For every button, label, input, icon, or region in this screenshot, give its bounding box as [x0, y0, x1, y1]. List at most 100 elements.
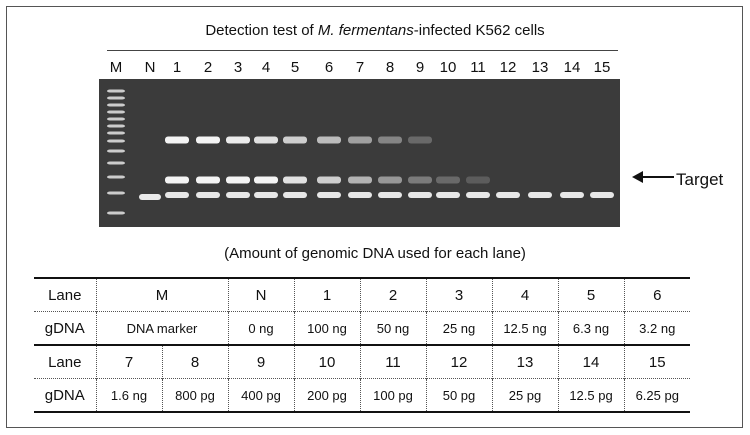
target-band: [317, 176, 341, 184]
lane-number-cell: 1: [293, 278, 360, 312]
lane-number-cell: 3: [425, 278, 492, 312]
lane-label: 6: [324, 59, 334, 76]
marker-band: [107, 175, 125, 179]
lane-number-cell: 15: [623, 345, 690, 379]
table-row: gDNA 1.6 ng 800 pg 400 pg 200 pg 100 pg 50 pg 2…: [34, 378, 690, 412]
arrow-left-icon: [632, 171, 674, 183]
marker-band: [107, 191, 125, 195]
lower-band: [196, 192, 220, 198]
gdna-amount-cell: 800 pg: [161, 378, 228, 412]
gdna-amount-cell: 400 pg: [227, 378, 294, 412]
target-band: [408, 176, 432, 184]
table-row: Lane M N 1 2 3 4 5 6: [34, 278, 690, 312]
title-species: M. fermentans: [317, 22, 414, 39]
lane-table: Lane M N 1 2 3 4 5 6 gDNA DNA marker 0 ng 100 ng 50 n…: [34, 277, 690, 413]
lane-number-cell: 7: [95, 345, 162, 379]
target-band: [165, 176, 189, 184]
marker-band: [107, 161, 125, 165]
lane-number-cell: 2: [359, 278, 426, 312]
lower-band: [408, 192, 432, 198]
lower-band: [590, 192, 614, 198]
gdna-amount-cell: 3.2 ng: [623, 311, 690, 345]
gdna-amount-cell: 12.5 pg: [557, 378, 624, 412]
gdna-amount-cell: 0 ng: [227, 311, 294, 345]
lower-band: [348, 192, 372, 198]
lane-label: 13: [531, 59, 549, 76]
gdna-amount-cell: 100 ng: [293, 311, 360, 345]
gdna-amount-cell: 25 pg: [491, 378, 558, 412]
target-label: Target: [676, 170, 724, 189]
target-band: [348, 176, 372, 184]
lane-number-cell: 5: [557, 278, 624, 312]
target-band: [283, 176, 307, 184]
lower-band: [496, 192, 520, 198]
marker-band: [107, 96, 125, 100]
gdna-amount-cell: 200 pg: [293, 378, 360, 412]
marker-band: [107, 103, 125, 107]
upper-band: [254, 136, 278, 144]
target-band: [254, 176, 278, 184]
lane-label: 10: [439, 59, 457, 76]
gdna-amount-cell: 6.25 pg: [623, 378, 690, 412]
lane-label: 14: [563, 59, 581, 76]
marker-band: [107, 211, 125, 215]
lower-band: [254, 192, 278, 198]
gdna-header-cell: gDNA: [44, 386, 85, 404]
lane-number-cell: 4: [491, 278, 558, 312]
upper-band: [283, 136, 307, 144]
lane-label: 11: [470, 59, 486, 76]
gdna-amount-cell: DNA marker: [95, 311, 228, 345]
marker-band: [107, 124, 125, 128]
lane-label: 3: [233, 59, 243, 76]
lower-band: [436, 192, 460, 198]
lane-label: M: [109, 59, 123, 76]
upper-band: [378, 136, 402, 144]
lane-number-cell: 8: [161, 345, 228, 379]
lower-band: [528, 192, 552, 198]
lane-number-cell: 9: [227, 345, 294, 379]
target-band: [196, 176, 220, 184]
target-band: [466, 176, 490, 184]
marker-band: [107, 149, 125, 153]
upper-band: [408, 136, 432, 144]
lane-number-cell: 12: [425, 345, 492, 379]
gel-bands: [107, 89, 614, 215]
gdna-amount-cell: 50 pg: [425, 378, 492, 412]
gel-image: [99, 79, 620, 227]
lane-number-cell: 11: [359, 345, 426, 379]
table-row: Lane 7 8 9 10 11 12 13 14 15: [34, 345, 690, 379]
lane-label: 12: [499, 59, 517, 76]
gdna-amount-cell: 25 ng: [425, 311, 492, 345]
figure-title: Detection test of M. fermentans-infected…: [0, 22, 750, 39]
gdna-amount-cell: 1.6 ng: [95, 378, 162, 412]
gdna-amount-cell: 12.5 ng: [491, 311, 558, 345]
lane-label: 4: [261, 59, 271, 76]
marker-band: [107, 131, 125, 135]
lane-number-cell: 13: [491, 345, 558, 379]
lane-number-cell: 14: [557, 345, 624, 379]
gdna-amount-cell: 100 pg: [359, 378, 426, 412]
upper-band: [226, 136, 250, 144]
marker-band: [107, 89, 125, 93]
lower-band: [378, 192, 402, 198]
lower-band: [226, 192, 250, 198]
lane-header-cell: Lane: [48, 286, 82, 304]
primer-dimer-band: [139, 194, 161, 200]
upper-band: [317, 136, 341, 144]
lane-label: 15: [593, 59, 611, 76]
lane-label: 1: [172, 59, 182, 76]
upper-band: [165, 136, 189, 144]
lane-number-cell: M: [95, 278, 228, 312]
gdna-amount-cell: 50 ng: [359, 311, 426, 345]
lane-label: 5: [290, 59, 300, 76]
lane-label: 9: [415, 59, 425, 76]
lane-label: 2: [203, 59, 213, 76]
lane-number-cell: 6: [623, 278, 690, 312]
marker-band: [107, 117, 125, 121]
lane-label: 8: [385, 59, 395, 76]
gdna-header-cell: gDNA: [44, 319, 85, 337]
lane-number-cell: 10: [293, 345, 360, 379]
lower-band: [165, 192, 189, 198]
title-suffix: -infected K562 cells: [413, 22, 545, 39]
marker-band: [107, 110, 125, 114]
